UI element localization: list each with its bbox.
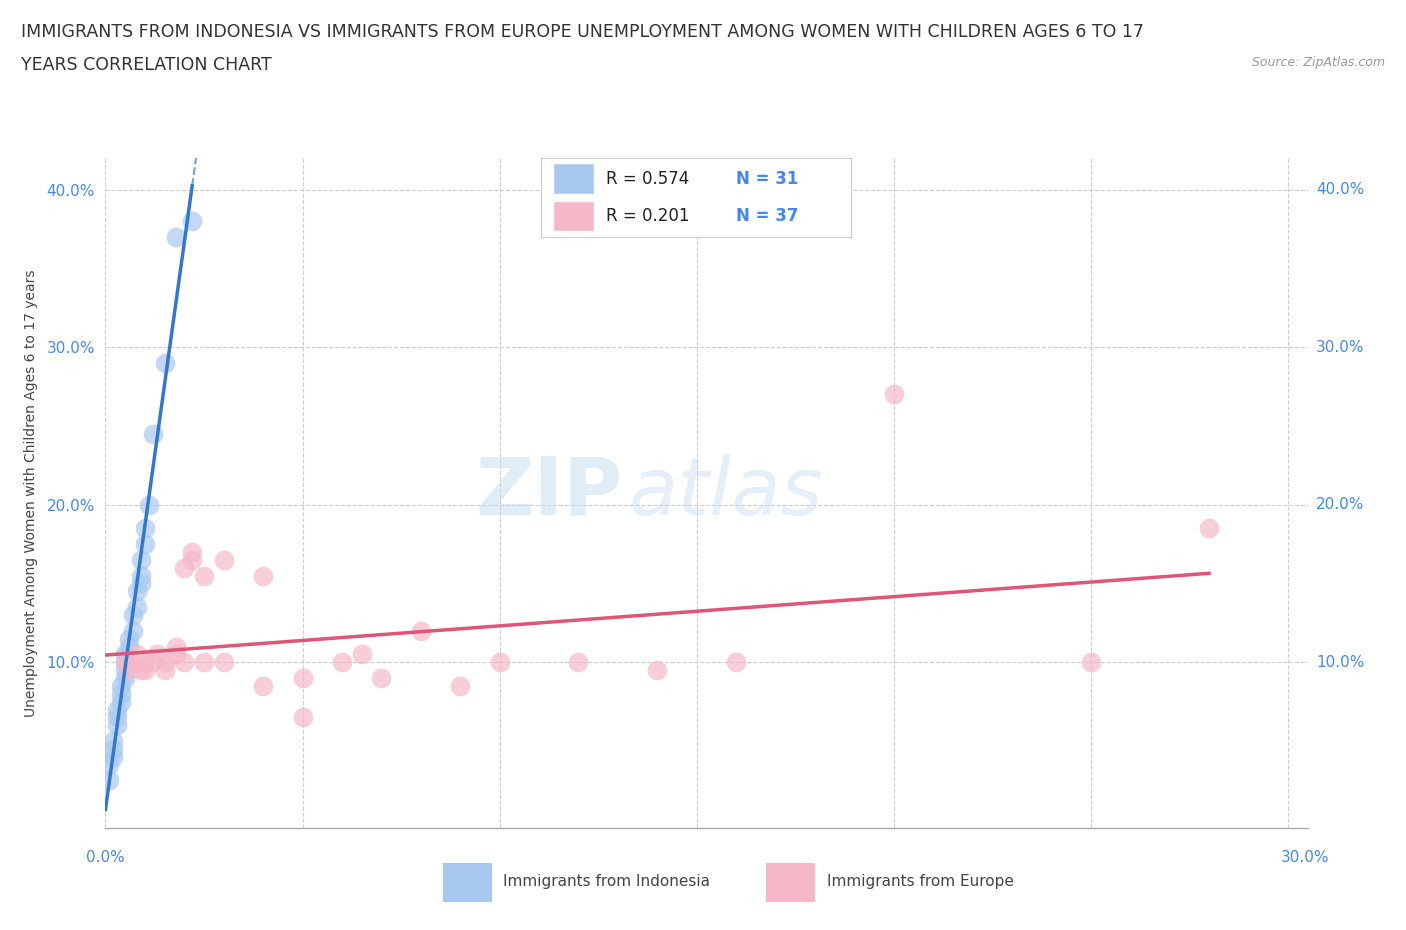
Point <box>103 734 125 749</box>
Text: N = 37: N = 37 <box>737 207 799 225</box>
Point <box>110 679 132 694</box>
Point <box>110 686 132 701</box>
Text: 10.0%: 10.0% <box>1316 655 1364 670</box>
Point <box>409 623 432 638</box>
Point <box>153 355 176 370</box>
FancyBboxPatch shape <box>766 863 815 902</box>
Point <box>125 584 148 599</box>
Point <box>212 552 235 567</box>
Point <box>488 655 510 670</box>
Point <box>114 655 136 670</box>
Text: YEARS CORRELATION CHART: YEARS CORRELATION CHART <box>21 56 271 73</box>
Point <box>153 663 176 678</box>
Point <box>125 600 148 615</box>
Point <box>110 694 132 709</box>
Point <box>103 750 125 764</box>
Text: Immigrants from Indonesia: Immigrants from Indonesia <box>503 874 710 889</box>
Point <box>118 631 141 646</box>
FancyBboxPatch shape <box>443 863 492 902</box>
Point <box>129 576 152 591</box>
Point <box>153 655 176 670</box>
Y-axis label: Unemployment Among Women with Children Ages 6 to 17 years: Unemployment Among Women with Children A… <box>24 269 38 717</box>
Point <box>725 655 748 670</box>
Point <box>1198 521 1220 536</box>
Text: 30.0%: 30.0% <box>1281 850 1329 865</box>
Text: 40.0%: 40.0% <box>1316 182 1364 197</box>
Point <box>114 647 136 662</box>
Point <box>134 655 156 670</box>
Point <box>165 647 187 662</box>
Text: Immigrants from Europe: Immigrants from Europe <box>827 874 1014 889</box>
Point <box>129 552 152 567</box>
Point <box>114 671 136 685</box>
FancyBboxPatch shape <box>554 202 593 231</box>
Text: 0.0%: 0.0% <box>86 850 125 865</box>
Text: 30.0%: 30.0% <box>1316 339 1364 354</box>
Text: ZIP: ZIP <box>475 454 623 532</box>
Point <box>98 773 121 788</box>
Point <box>173 560 195 575</box>
Text: IMMIGRANTS FROM INDONESIA VS IMMIGRANTS FROM EUROPE UNEMPLOYMENT AMONG WOMEN WIT: IMMIGRANTS FROM INDONESIA VS IMMIGRANTS … <box>21 23 1144 41</box>
Point <box>883 387 905 402</box>
Point <box>212 655 235 670</box>
Point <box>105 710 128 724</box>
Point <box>350 647 373 662</box>
Point <box>114 663 136 678</box>
Point <box>173 655 195 670</box>
Point <box>1080 655 1102 670</box>
Point <box>370 671 392 685</box>
Point <box>165 639 187 654</box>
Point <box>98 757 121 772</box>
Point <box>145 647 167 662</box>
Point <box>181 545 204 560</box>
Point <box>142 426 165 441</box>
Point <box>165 230 187 245</box>
Point <box>129 568 152 583</box>
Point <box>291 710 314 724</box>
Point <box>134 537 156 551</box>
Point <box>252 679 274 694</box>
Text: R = 0.574: R = 0.574 <box>606 170 689 188</box>
Point <box>122 623 145 638</box>
Point <box>118 663 141 678</box>
Point <box>134 663 156 678</box>
Point <box>122 607 145 622</box>
Point <box>645 663 668 678</box>
Text: N = 31: N = 31 <box>737 170 799 188</box>
Point <box>129 663 152 678</box>
Point <box>291 671 314 685</box>
Text: 20.0%: 20.0% <box>1316 498 1364 512</box>
Point <box>134 521 156 536</box>
Point <box>193 655 215 670</box>
Point <box>118 639 141 654</box>
Point <box>142 655 165 670</box>
FancyBboxPatch shape <box>554 165 593 193</box>
Point <box>105 702 128 717</box>
Point <box>181 214 204 229</box>
Point <box>138 498 160 512</box>
Point <box>103 741 125 756</box>
Point <box>193 568 215 583</box>
Point <box>122 655 145 670</box>
Point <box>125 647 148 662</box>
Text: R = 0.201: R = 0.201 <box>606 207 690 225</box>
Point <box>114 655 136 670</box>
Point <box>105 718 128 733</box>
Point <box>330 655 353 670</box>
Point <box>181 552 204 567</box>
Point <box>449 679 471 694</box>
Point <box>252 568 274 583</box>
Point <box>567 655 589 670</box>
Text: atlas: atlas <box>628 454 823 532</box>
Text: Source: ZipAtlas.com: Source: ZipAtlas.com <box>1251 56 1385 69</box>
